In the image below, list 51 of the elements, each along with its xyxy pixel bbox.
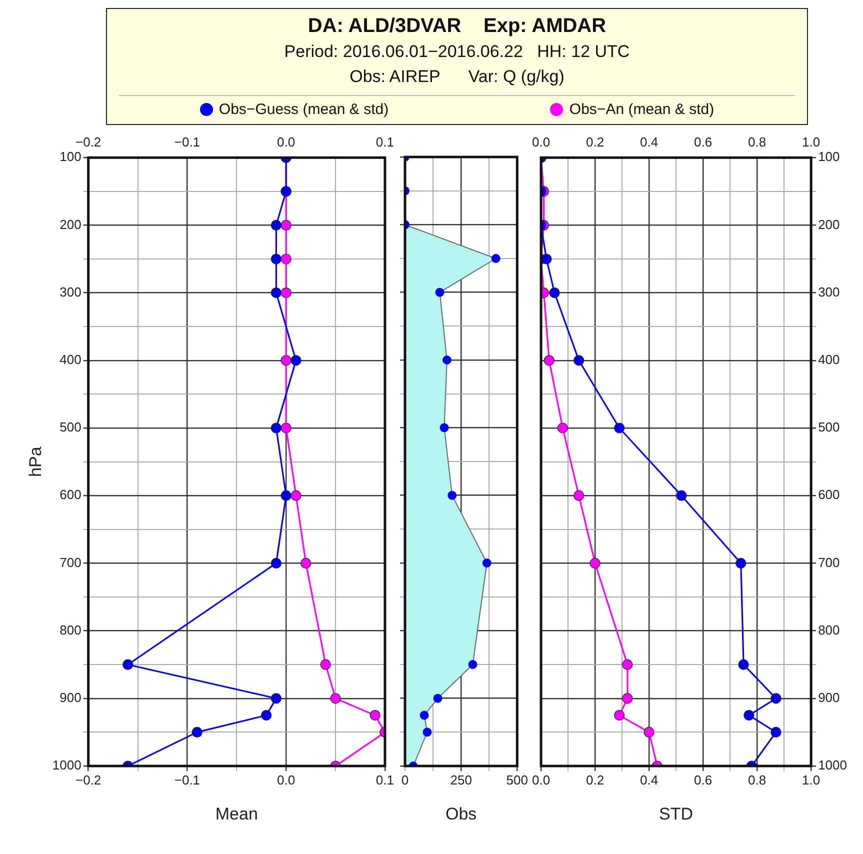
y-tick-label: 100 [60,149,82,164]
x-tick-label: 0.6 [694,772,712,788]
x-axis-title: Mean [215,804,258,824]
x-tick-label: 0.2 [586,772,604,788]
x2-tick-label: 0.4 [640,134,658,150]
y-tick-label: 200 [818,216,840,232]
x2-tick-label: −0.2 [75,134,102,150]
y-tick-label: 100 [818,149,840,164]
x2-tick-label: 0.2 [586,134,604,150]
x2-tick-label: 0.1 [376,134,394,150]
y-tick-label: 800 [60,622,82,638]
y-tick-label: 400 [818,352,840,367]
x-tick-label: −0.2 [75,772,102,788]
x-axis-title: STD [659,804,694,824]
x-tick-label: 0.8 [748,772,766,788]
y-axis-title: hPa [26,446,45,477]
text: DA: ALD/3DVAR Exp: AMDAR [306,14,608,39]
y-tick-label: 700 [60,554,82,570]
legend-label: Obs−Guess (mean & std) [218,101,389,118]
y-tick-label: 1000 [818,758,847,773]
legend-label: Obs−An (mean & std) [569,101,714,118]
y-tick-label: 600 [60,487,82,502]
y-tick-label: 700 [818,554,840,570]
y-tick-label: 500 [818,420,840,435]
x2-tick-label: 0.0 [532,134,550,150]
x-tick-label: 0.4 [640,772,658,788]
y-tick-label: 900 [60,690,82,705]
y-tick-label: 400 [60,352,82,367]
x-tick-label: 0 [401,772,409,788]
text: Period: 2016.06.01−2016.06.22 HH: 12 UTC Obs: AIREP Var: Q (g/kg) [283,41,631,88]
x-tick-label: 500 [506,772,528,788]
y-tick-label: 200 [60,216,82,232]
x-tick-label: 250 [450,772,472,788]
x-tick-label: 0.1 [376,772,394,788]
x-axis-title: Obs [445,804,477,824]
x-tick-label: 1.0 [802,772,820,788]
x-tick-label: −0.1 [174,772,200,788]
x2-tick-label: 0.0 [277,134,296,150]
y-tick-label: 300 [60,284,82,300]
x-tick-label: 0.0 [277,772,296,788]
x2-tick-label: 1.0 [802,134,820,150]
y-tick-label: 500 [60,420,82,435]
x-tick-label: 0.0 [532,772,550,788]
y-tick-label: 600 [818,487,840,502]
y-tick-label: 1000 [52,758,82,773]
x2-tick-label: 0.8 [748,134,766,150]
y-tick-label: 800 [818,622,840,638]
y-tick-label: 900 [818,690,840,705]
x2-tick-label: 0.6 [694,134,712,150]
y-tick-label: 300 [818,284,840,300]
x2-tick-label: −0.1 [174,134,200,150]
